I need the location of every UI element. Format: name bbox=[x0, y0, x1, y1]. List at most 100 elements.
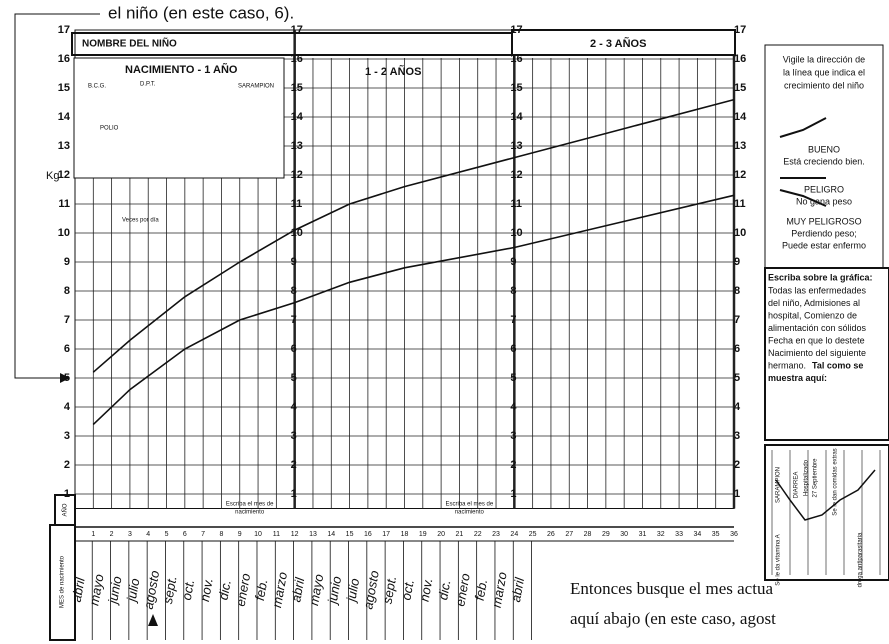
y-tick-label: 10 bbox=[58, 227, 70, 239]
x-tick-label: 30 bbox=[620, 531, 628, 538]
vaccine-label: POLIO bbox=[100, 126, 119, 132]
y-tick-label: 9 bbox=[64, 256, 70, 268]
month-name: mayo bbox=[306, 573, 326, 607]
y-tick-label: 3 bbox=[510, 430, 516, 442]
x-tick-label: 15 bbox=[346, 531, 354, 538]
y-tick-label: 5 bbox=[734, 372, 740, 384]
growth-curve bbox=[92, 194, 735, 425]
example-label: Se le da vitamina A bbox=[776, 534, 782, 585]
month-name: oct. bbox=[398, 578, 416, 601]
y-tick-label: 3 bbox=[64, 430, 70, 442]
vaccine-label: D.P.T. bbox=[140, 82, 156, 88]
y-tick-label: 11 bbox=[510, 198, 522, 210]
legend-panel-box bbox=[764, 44, 884, 276]
y-tick-label: 8 bbox=[734, 285, 740, 297]
y-tick-label: 7 bbox=[734, 314, 740, 326]
y-tick-label: 5 bbox=[510, 372, 516, 384]
y-tick-label: 7 bbox=[64, 314, 70, 326]
x-tick-label: 17 bbox=[382, 531, 390, 538]
month-name: oct. bbox=[179, 578, 197, 601]
y-tick-label: 13 bbox=[291, 140, 303, 152]
y-tick-label: 1 bbox=[734, 488, 740, 500]
legend-label: PELIGRO bbox=[804, 184, 844, 194]
example-label: Hospitalizado bbox=[804, 459, 810, 496]
y-tick-label: 5 bbox=[291, 372, 297, 384]
y-tick-label: 1 bbox=[291, 488, 297, 500]
example-box bbox=[764, 444, 889, 581]
x-tick-label: 6 bbox=[183, 531, 187, 538]
month-name: enero bbox=[233, 572, 254, 607]
y-tick-label: 3 bbox=[291, 430, 297, 442]
legend-label: MUY PELIGROSO bbox=[786, 216, 861, 226]
x-tick-label: 21 bbox=[456, 531, 464, 538]
y-tick-label: 10 bbox=[510, 227, 522, 239]
x-tick-label: 2 bbox=[110, 531, 114, 538]
example-label: 27 Septiembre bbox=[813, 458, 819, 498]
age-band: 2 - 3 AÑOS bbox=[590, 37, 646, 50]
y-tick-label: 9 bbox=[510, 256, 516, 268]
month-name: marzo bbox=[489, 571, 510, 609]
month-name: junio bbox=[105, 575, 125, 607]
y-tick-label: 14 bbox=[291, 111, 304, 123]
y-tick-label: 4 bbox=[510, 401, 517, 413]
x-tick-label: 35 bbox=[712, 531, 720, 538]
x-tick-label: 31 bbox=[639, 531, 647, 538]
footer-text: Entonces busque el mes actua bbox=[570, 579, 773, 598]
x-tick-label: 19 bbox=[419, 531, 427, 538]
y-tick-label: 12 bbox=[734, 169, 746, 181]
notes-line: hermano. bbox=[768, 360, 806, 370]
good-trend-icon bbox=[779, 117, 827, 138]
age-band: 1 - 2 AÑOS bbox=[365, 65, 421, 78]
y-tick-label: 6 bbox=[291, 343, 297, 355]
y-tick-label: 3 bbox=[734, 430, 740, 442]
month-name: abril bbox=[508, 575, 527, 603]
y-tick-label: 6 bbox=[510, 343, 516, 355]
legend-desc: Está creciendo bien. bbox=[783, 156, 865, 166]
month-name: feb. bbox=[252, 578, 271, 602]
notes-line: del niño, Admisiones al bbox=[768, 298, 860, 308]
example-label: droga antiparasitaria bbox=[858, 532, 864, 587]
y-tick-label: 1 bbox=[510, 488, 516, 500]
month-label: MES de nacimiento bbox=[60, 555, 66, 608]
x-tick-label: 28 bbox=[584, 531, 592, 538]
x-tick-label: 20 bbox=[437, 531, 445, 538]
notes-line: Todas las enfermedades bbox=[768, 285, 867, 295]
arrowhead bbox=[60, 373, 70, 383]
legend-intro: crecimiento del niño bbox=[784, 80, 864, 90]
y-tick-label: 6 bbox=[64, 343, 70, 355]
y-tick-label: 15 bbox=[291, 82, 303, 94]
intro-text: el niño (en este caso, 6). bbox=[108, 3, 294, 22]
y-tick-label: 13 bbox=[734, 140, 746, 152]
y-tick-label: 15 bbox=[510, 82, 522, 94]
y-tick-label: 4 bbox=[734, 401, 741, 413]
notes-line: Nacimiento del siguiente bbox=[768, 348, 866, 358]
y-tick-label: 13 bbox=[58, 140, 70, 152]
month-name: dic. bbox=[215, 579, 233, 602]
y-tick-label: 8 bbox=[291, 285, 297, 297]
month-name: nov. bbox=[417, 577, 436, 603]
pointer-line bbox=[14, 13, 100, 379]
y-tick-label: 4 bbox=[64, 401, 71, 413]
x-tick-label: 14 bbox=[327, 531, 335, 538]
month-name: abril bbox=[69, 575, 88, 603]
y-tick-label: 12 bbox=[510, 169, 522, 181]
vaccine-box bbox=[73, 57, 285, 179]
y-tick-label: 5 bbox=[64, 372, 70, 384]
month-name: agosto bbox=[360, 569, 382, 610]
x-tick-label: 23 bbox=[492, 531, 500, 538]
y-tick-label: 17 bbox=[58, 24, 70, 36]
x-tick-label: 16 bbox=[364, 531, 372, 538]
month-name: marzo bbox=[269, 571, 290, 609]
notes-line: Fecha en que lo destete bbox=[768, 335, 865, 345]
month-name: feb. bbox=[472, 578, 491, 602]
legend-desc: Puede estar enfermo bbox=[782, 240, 866, 250]
birth-month-note: nacimiento bbox=[455, 510, 485, 516]
x-tick-label: 32 bbox=[657, 531, 665, 538]
month-box bbox=[49, 524, 76, 641]
y-tick-label: 8 bbox=[64, 285, 70, 297]
y-axis-label: Kg bbox=[46, 170, 59, 182]
y-tick-label: 6 bbox=[734, 343, 740, 355]
month-name: sept. bbox=[380, 575, 400, 605]
y-tick-label: 2 bbox=[291, 459, 297, 471]
